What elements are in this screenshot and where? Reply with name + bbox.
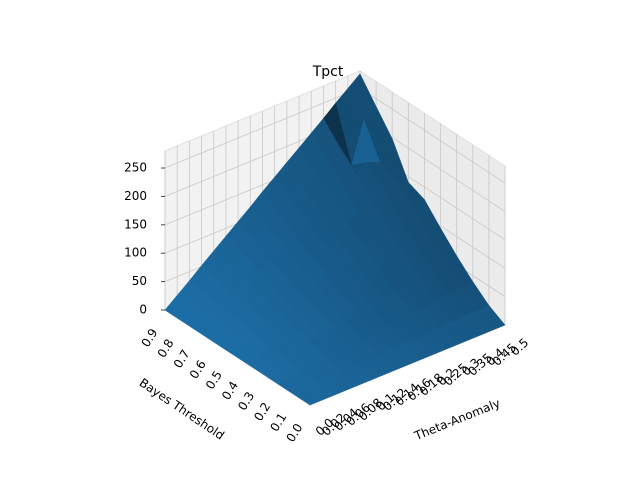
surface-patch [293,388,323,406]
z-tick-label: 250 [124,161,147,175]
z-tick-label: 200 [124,189,147,203]
grid-line [359,87,506,184]
z-tick-label: 150 [124,217,147,231]
z-tick-label: 100 [124,246,147,260]
z-tick-label: 50 [132,274,147,288]
chart-title: Tpct [312,64,344,80]
z-tick-label: 0 [139,303,147,317]
